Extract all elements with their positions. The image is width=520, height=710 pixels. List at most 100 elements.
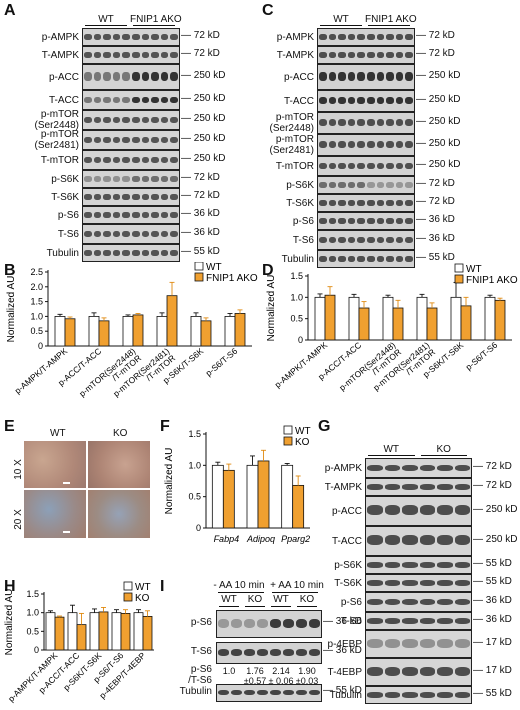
blot-band (151, 250, 159, 256)
blot-band (170, 52, 178, 58)
blot-band (160, 194, 169, 200)
blot-band (93, 116, 102, 123)
blot-band (405, 182, 413, 188)
bar-wt (111, 612, 122, 651)
blot-band (367, 598, 383, 605)
blot-band (419, 618, 435, 624)
blot-strip (365, 612, 472, 630)
blot-band (395, 119, 404, 127)
bar-wt (348, 296, 360, 341)
ratio-value: 1.76 ±0.57 (243, 666, 267, 686)
x-category-label: p-S6/T-S6 (204, 346, 240, 378)
blot-band (112, 72, 121, 81)
blot-band (160, 52, 169, 58)
blot-band (395, 200, 404, 206)
blot-band (103, 212, 111, 218)
blot-band (112, 250, 121, 256)
blot-band (257, 689, 268, 696)
y-tick-label: 0.5 (30, 326, 43, 336)
condition-underline (218, 592, 264, 593)
blot-row-label: T-AMPK (276, 49, 314, 61)
blot-strip (317, 230, 415, 250)
blot-band (151, 116, 159, 123)
blot-band (141, 34, 150, 40)
kd-marker: — 55 kD (473, 558, 512, 569)
blot-band (454, 505, 470, 515)
blot-band (405, 34, 413, 40)
blot-band (122, 250, 130, 256)
blot-band (257, 618, 268, 628)
blot-strip (82, 46, 180, 64)
bar-ko (76, 624, 87, 651)
blot-strip (365, 478, 472, 496)
blot-band (357, 256, 365, 262)
condition-label: - AA 10 min (213, 580, 265, 591)
legend-label: WT (295, 426, 311, 437)
blot-band (347, 52, 356, 58)
blot-band (319, 256, 327, 262)
blot-band (386, 97, 394, 105)
kd-marker: — 36 kD (181, 208, 220, 219)
y-tick-label: 1.5 (26, 589, 39, 599)
blot-strip (82, 64, 180, 90)
blot-band (84, 136, 92, 143)
blot-band (376, 162, 385, 169)
group-underline (133, 25, 175, 26)
kd-marker: — 36 kD (473, 614, 512, 625)
blot-band (84, 176, 92, 182)
blot-band (170, 136, 178, 143)
blot-band (376, 236, 385, 243)
bar-fnip1-ako (132, 314, 144, 347)
blot-band (296, 649, 307, 656)
legend-swatch (454, 274, 464, 284)
blot-row-label: Tubulin (179, 686, 212, 697)
blot-band (93, 52, 102, 58)
blot-band (151, 72, 159, 81)
blot-band (93, 34, 102, 40)
blot-band (347, 34, 356, 40)
blot-strip (365, 556, 472, 574)
panel-letter-d: D (262, 262, 274, 279)
blot-band (402, 484, 418, 490)
blot-band (376, 52, 385, 58)
blot-band (132, 72, 140, 81)
blot-strip (82, 130, 180, 150)
legend-label: KO (295, 437, 310, 448)
panel-letter-h: H (4, 578, 16, 595)
bar-fnip1-ako (200, 320, 212, 347)
micrograph-col-ko: KO (113, 428, 128, 439)
panel-letter-a: A (4, 2, 16, 19)
blot-band (151, 96, 159, 103)
blot-band (103, 250, 111, 256)
blot-band (419, 580, 435, 586)
blot-band (395, 182, 404, 188)
blot-band (231, 649, 242, 656)
kd-marker: — 17 kD (473, 665, 512, 676)
blot-band (84, 116, 92, 123)
condition-underline (272, 592, 318, 593)
blot-band (112, 212, 121, 218)
blot-band (347, 97, 356, 105)
blot-band (395, 141, 404, 149)
blot-band (141, 52, 150, 58)
blot-row-label: T-mTOR (275, 160, 314, 172)
bar-wt (88, 316, 100, 347)
kd-marker: — 72 kD (473, 480, 512, 491)
group-underline (245, 606, 265, 607)
blot-band (244, 689, 255, 696)
blot-band (347, 200, 356, 206)
kd-marker: — 72 kD (181, 30, 220, 41)
blot-band (347, 119, 356, 127)
blot-band (103, 52, 111, 58)
blot-band (141, 212, 150, 218)
group-underline (85, 25, 127, 26)
blot-band (454, 618, 470, 624)
kd-marker: — 36 kD (473, 595, 512, 606)
blot-band (328, 256, 337, 262)
blot-row-label: p-S6 (190, 617, 212, 628)
kd-marker: — 72 kD (473, 461, 512, 472)
blot-row-label: T-S6 (190, 646, 212, 657)
blot-band (386, 162, 394, 169)
blot-band (132, 194, 140, 200)
blot-band (395, 218, 404, 224)
